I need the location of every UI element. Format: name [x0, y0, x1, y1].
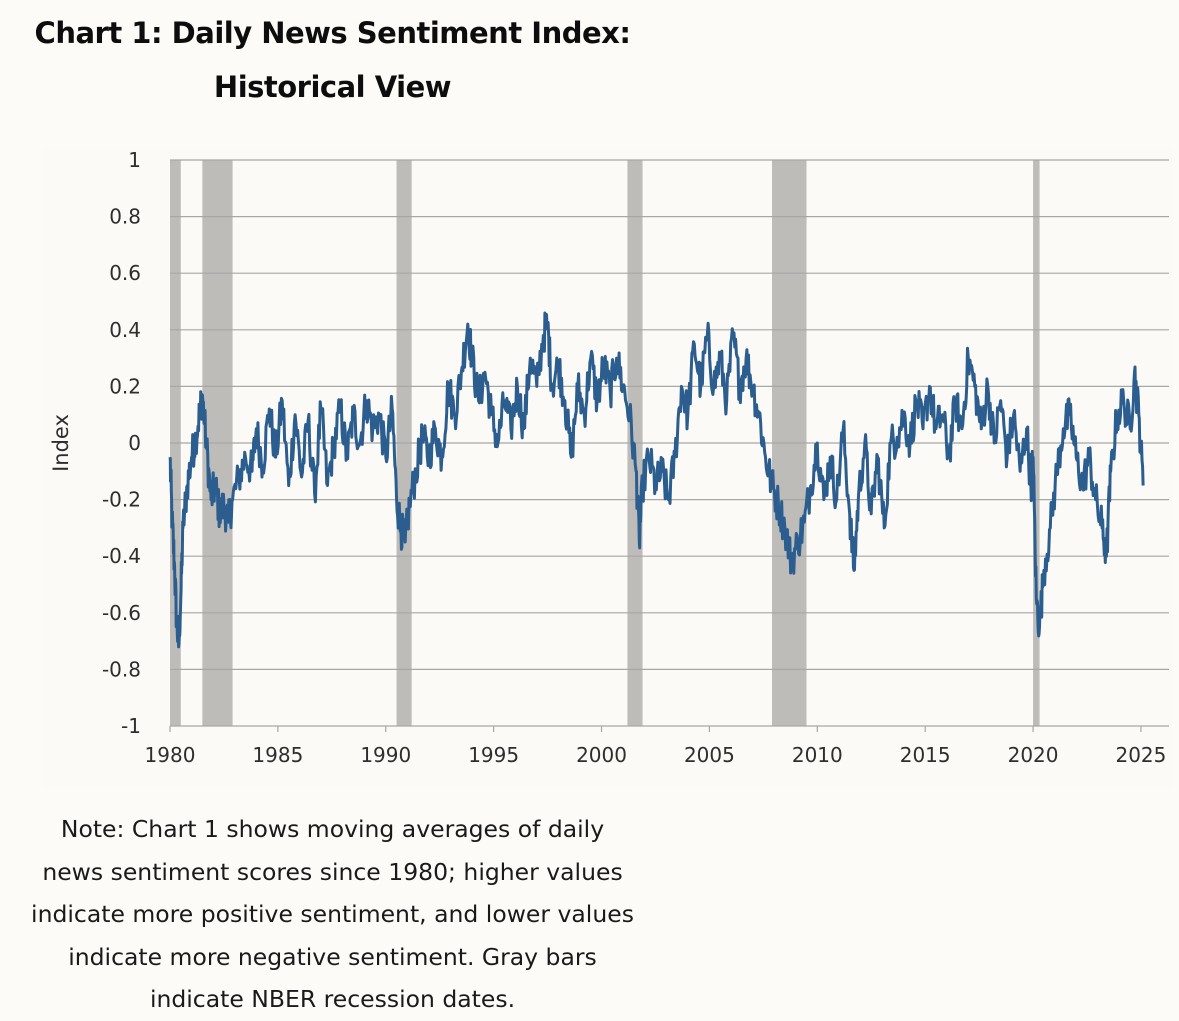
y-axis-ticks: 1 0.8 0.6 0.4 0.2 0 -0.2 -0.4 -0.6 -0.8 -1: [102, 148, 141, 738]
y-tick-label: -0.2: [102, 488, 141, 512]
y-tick-label: -1: [121, 714, 141, 738]
x-tick-label: 2010: [792, 743, 843, 767]
gridlines: [170, 159, 1169, 727]
y-tick-label: 1: [128, 148, 141, 172]
chart-title-line-1: Chart 1: Daily News Sentiment Index:: [34, 16, 631, 50]
y-tick-label: -0.6: [102, 601, 141, 625]
chart-note: Note: Chart 1 shows moving averages of d…: [31, 815, 634, 1013]
y-tick-label: 0.8: [109, 205, 141, 229]
x-tick-label: 2025: [1115, 743, 1166, 767]
x-tick-label: 1995: [468, 743, 519, 767]
y-axis-label: Index: [49, 414, 73, 472]
y-tick-label: 0.6: [109, 261, 141, 285]
chart-title-line-2: Historical View: [213, 70, 452, 104]
x-tick-label: 2020: [1008, 743, 1059, 767]
x-tick-label: 1980: [145, 743, 196, 767]
x-tick-label: 2000: [576, 743, 627, 767]
y-tick-label: 0.2: [109, 374, 141, 398]
line-chart: 10.80.60.40.20-0.2-0.4-0.6-0.8-1 1980 198…: [49, 148, 1169, 767]
y-tick-label: 0.4: [109, 318, 141, 342]
y-tick-label: -0.4: [102, 544, 141, 568]
x-axis-ticks: 1980 1985 1990 1995 2000 2005 2010 2015 2020 2025: [145, 726, 1166, 767]
y-tick-label: 0: [128, 431, 141, 455]
y-tick-label: -0.8: [102, 657, 141, 681]
sentiment-series-line: [168, 311, 1145, 649]
x-tick-label: 1990: [360, 743, 411, 767]
x-tick-label: 2005: [684, 743, 735, 767]
x-tick-label: 1985: [252, 743, 303, 767]
x-tick-label: 2015: [900, 743, 951, 767]
